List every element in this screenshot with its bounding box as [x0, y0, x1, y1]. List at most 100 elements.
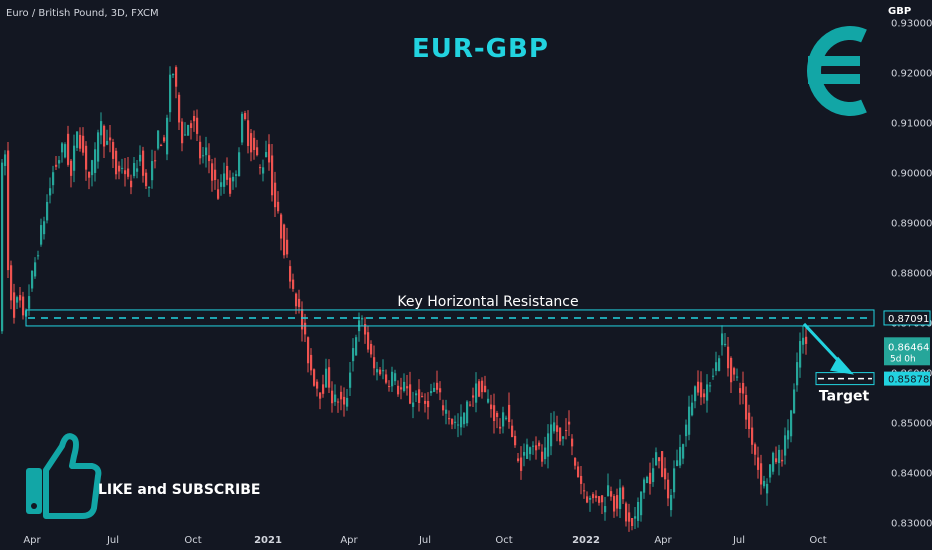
candle-body	[739, 388, 742, 393]
candle-body	[580, 475, 583, 484]
candle-body	[202, 155, 205, 157]
candle-body	[640, 491, 643, 516]
candle-body	[607, 485, 610, 497]
candle-body	[397, 385, 400, 395]
candle-body	[523, 452, 526, 456]
candle-body	[778, 449, 781, 464]
candle-body	[160, 144, 163, 147]
candle-body	[274, 182, 277, 208]
candle-body	[526, 444, 529, 459]
candle-body	[685, 424, 688, 437]
target-price-label: 0.85878	[888, 375, 929, 386]
candle-body	[46, 201, 49, 221]
candle-body	[646, 476, 649, 484]
candle-body	[232, 176, 235, 182]
candle-body	[217, 189, 220, 199]
candle-body	[532, 445, 535, 447]
candle-body	[139, 154, 142, 162]
symbol-info: Euro / British Pound, 3D, FXCM	[6, 8, 159, 19]
candle-body	[49, 188, 52, 196]
candle-body	[403, 381, 406, 391]
candle-body	[712, 375, 715, 377]
candle-body	[43, 221, 46, 235]
candle-body	[244, 113, 247, 120]
candle-body	[766, 483, 769, 494]
candle-body	[205, 147, 208, 156]
candle-body	[481, 380, 484, 393]
candle-body	[64, 144, 67, 158]
candle-body	[130, 180, 133, 188]
candle-body	[475, 383, 478, 403]
candle-body	[109, 137, 112, 141]
candle-body	[628, 512, 631, 522]
x-tick-label: Apr	[23, 535, 41, 546]
candle-body	[328, 367, 331, 388]
candle-body	[184, 134, 187, 136]
candle-body	[598, 496, 601, 503]
candle-body	[745, 395, 748, 420]
candle-body	[31, 270, 34, 289]
candle-body	[79, 134, 82, 149]
candle-body	[58, 160, 61, 164]
candle-body	[40, 225, 43, 245]
candle-body	[439, 388, 442, 393]
candle-body	[199, 141, 202, 159]
candle-body	[658, 457, 661, 462]
candle-body	[112, 142, 115, 159]
x-tick-label: Apr	[340, 535, 358, 546]
candle-body	[73, 145, 76, 171]
candle-body	[316, 381, 319, 389]
candle-body	[550, 424, 553, 447]
candle-body	[88, 171, 91, 178]
candle-body	[67, 133, 70, 165]
candle-body	[625, 503, 628, 522]
candle-body	[223, 173, 226, 187]
candle-body	[421, 396, 424, 398]
y-tick-label: 0.92000	[891, 69, 932, 80]
x-tick-label: Jul	[106, 535, 119, 546]
candle-body	[340, 391, 343, 400]
candle-body	[484, 385, 487, 393]
candle-body	[691, 402, 694, 416]
candle-body	[511, 425, 514, 438]
candle-body	[262, 167, 265, 174]
candle-body	[163, 137, 166, 142]
candle-body	[256, 147, 259, 156]
candle-body	[211, 163, 214, 181]
candle-body	[100, 121, 103, 136]
candle-body	[271, 155, 274, 196]
current-price-label: 0.86464	[888, 342, 929, 353]
x-tick-label: Jul	[418, 535, 431, 546]
candle-body	[154, 160, 157, 162]
candle-body	[34, 262, 37, 277]
candle-body	[82, 135, 85, 153]
candle-body	[424, 400, 427, 404]
candle-body	[289, 266, 292, 282]
resistance-price-tag	[883, 310, 931, 326]
candle-body	[226, 165, 229, 180]
candle-body	[220, 182, 223, 187]
candle-body	[19, 295, 22, 301]
candle-body	[382, 370, 385, 372]
candle-body	[763, 480, 766, 487]
candle-body	[595, 495, 598, 498]
candle-body	[499, 426, 502, 429]
candle-body	[157, 130, 160, 149]
candle-body	[127, 168, 130, 177]
candle-body	[649, 472, 652, 484]
candle-body	[466, 401, 469, 424]
candle-body	[616, 495, 619, 509]
candle-body	[280, 214, 283, 239]
candle-body	[148, 187, 151, 189]
x-axis: Apr Jul Oct 2021 Apr Jul Oct 2022 Apr Jul Oct	[23, 535, 826, 546]
candle-body	[22, 296, 25, 316]
candle-body	[430, 391, 433, 394]
candle-body	[718, 358, 721, 371]
candle-body	[700, 382, 703, 398]
candle-body	[733, 368, 736, 375]
candle-body	[577, 466, 580, 478]
candle-body	[667, 479, 670, 499]
target-label: Target	[819, 389, 870, 405]
